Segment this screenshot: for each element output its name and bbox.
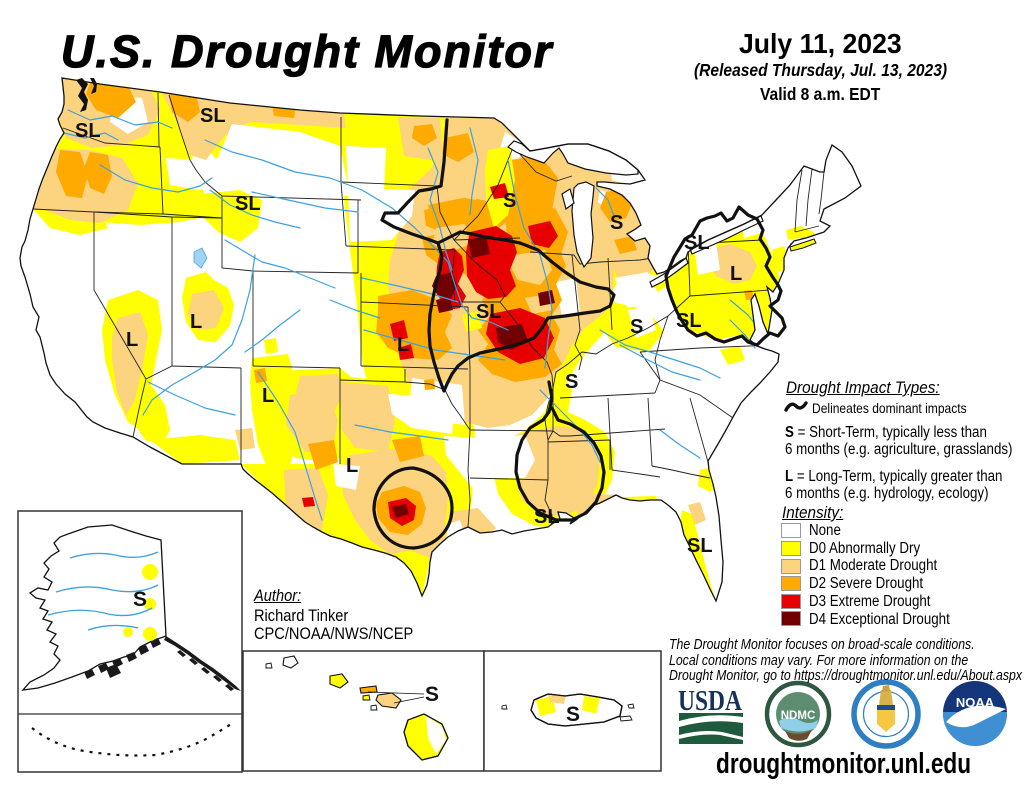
svg-text:SL: SL	[676, 310, 702, 332]
svg-text:S: S	[503, 190, 516, 212]
svg-text:NDMC: NDMC	[781, 710, 816, 722]
svg-text:S: S	[566, 703, 580, 726]
svg-text:L: L	[262, 385, 274, 407]
svg-text:S: S	[133, 588, 147, 611]
svg-text:SL: SL	[687, 535, 713, 557]
svg-text:S: S	[565, 371, 578, 393]
svg-text:SL: SL	[75, 120, 101, 142]
svg-text:SL: SL	[684, 232, 710, 254]
svg-text:SL: SL	[200, 105, 226, 127]
svg-text:USDA: USDA	[678, 685, 742, 717]
svg-text:L: L	[346, 455, 358, 477]
svg-text:S: S	[630, 316, 643, 338]
svg-text:SL: SL	[235, 193, 261, 215]
svg-text:SL: SL	[476, 301, 502, 323]
svg-text:S: S	[425, 683, 439, 706]
svg-text:L: L	[126, 329, 138, 351]
svg-text:L: L	[190, 311, 202, 333]
svg-text:S: S	[610, 212, 623, 234]
svg-text:L: L	[730, 263, 742, 285]
svg-text:SL: SL	[534, 506, 560, 528]
svg-text:NOAA: NOAA	[956, 695, 995, 710]
svg-text:L: L	[397, 334, 409, 356]
